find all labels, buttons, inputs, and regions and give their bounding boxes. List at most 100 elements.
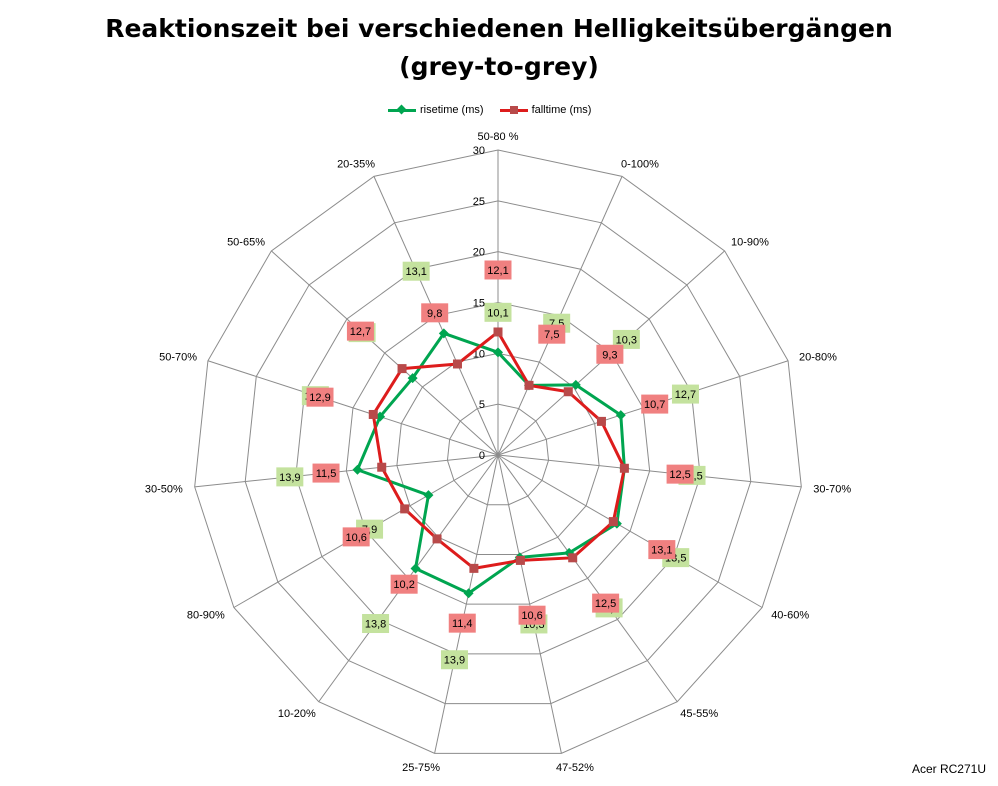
data-label-falltime: 10,6 bbox=[521, 610, 542, 622]
data-label-falltime: 12,9 bbox=[309, 392, 330, 404]
data-point-falltime bbox=[397, 364, 407, 374]
data-label-bg-falltime bbox=[448, 613, 476, 633]
chart-title-line-2: (grey-to-grey) bbox=[399, 52, 599, 81]
grid-spoke bbox=[207, 360, 499, 456]
data-point-risetime bbox=[570, 379, 581, 390]
data-point-falltime bbox=[515, 555, 525, 565]
data-label-risetime: 10,1 bbox=[487, 307, 508, 319]
category-label: 30-50% bbox=[145, 483, 183, 495]
data-label-risetime: 13,1 bbox=[405, 266, 426, 278]
data-label-falltime: 9,3 bbox=[602, 349, 617, 361]
category-label: 50-80 % bbox=[478, 131, 519, 143]
category-label: 20-35% bbox=[337, 159, 375, 171]
data-label-bg-falltime bbox=[641, 394, 669, 414]
data-label-falltime: 13,1 bbox=[651, 545, 672, 557]
data-point-falltime bbox=[524, 380, 534, 390]
data-label-bg-risetime bbox=[671, 384, 699, 404]
data-label-bg-falltime bbox=[518, 605, 546, 625]
grid-ring bbox=[295, 251, 701, 655]
tick-label: 20 bbox=[473, 247, 485, 259]
data-point-falltime bbox=[469, 563, 479, 573]
data-label-bg-falltime bbox=[390, 574, 418, 594]
data-label-risetime: 13,9 bbox=[444, 655, 465, 667]
legend-swatch-risetime bbox=[388, 104, 416, 114]
data-point-falltime bbox=[452, 359, 462, 369]
data-label-bg-falltime bbox=[538, 324, 566, 344]
data-point-risetime bbox=[463, 588, 474, 599]
data-point-falltime bbox=[400, 504, 410, 514]
tick-label: 25 bbox=[473, 196, 485, 208]
data-label-falltime: 9,8 bbox=[427, 308, 442, 320]
data-label-falltime: 11,5 bbox=[316, 468, 337, 480]
chart-title-line-1: Reaktionszeit bei verschiedenen Helligke… bbox=[105, 14, 893, 43]
data-label-risetime: 13,8 bbox=[365, 619, 386, 631]
category-label: 47-52% bbox=[556, 762, 594, 774]
data-point-falltime bbox=[568, 553, 578, 563]
category-label: 30-70% bbox=[813, 483, 851, 495]
data-label-risetime: 10,3 bbox=[616, 334, 637, 346]
data-label-falltime: 11,4 bbox=[452, 618, 473, 630]
data-label-risetime: 12,7 bbox=[675, 389, 696, 401]
data-label-bg-falltime bbox=[312, 463, 340, 483]
category-label: 0-100% bbox=[621, 159, 659, 171]
legend-label-risetime: risetime (ms) bbox=[420, 104, 484, 116]
data-point-risetime bbox=[407, 373, 418, 384]
data-point-falltime bbox=[432, 534, 442, 544]
data-label-bg-risetime bbox=[612, 329, 640, 349]
data-point-falltime bbox=[596, 416, 606, 426]
data-point-risetime bbox=[615, 410, 626, 421]
data-label-falltime: 12,1 bbox=[487, 265, 508, 277]
data-label-bg-falltime bbox=[421, 303, 449, 323]
data-label-bg-risetime bbox=[276, 467, 304, 487]
data-label-bg-falltime bbox=[596, 344, 624, 364]
data-label-bg-falltime bbox=[342, 527, 370, 547]
grid-spoke bbox=[271, 250, 499, 456]
data-point-risetime bbox=[410, 563, 421, 574]
data-label-bg-falltime bbox=[592, 593, 620, 613]
category-label: 40-60% bbox=[771, 610, 809, 622]
category-label: 10-20% bbox=[278, 708, 316, 720]
data-label-bg-risetime bbox=[402, 261, 430, 281]
data-label-bg-falltime bbox=[666, 464, 694, 484]
data-label-risetime: 13,9 bbox=[279, 472, 300, 484]
grid-spoke bbox=[497, 454, 763, 608]
grid-spoke bbox=[497, 454, 562, 754]
credit-label: Acer RC271U bbox=[911, 762, 986, 776]
legend-label-falltime: falltime (ms) bbox=[531, 104, 592, 116]
grid-ring bbox=[446, 403, 550, 506]
tick-label: 5 bbox=[479, 399, 485, 411]
data-label-bg-falltime bbox=[306, 387, 334, 407]
data-point-falltime bbox=[608, 517, 618, 527]
data-label-falltime: 7,5 bbox=[544, 329, 559, 341]
series-line-falltime bbox=[371, 330, 626, 570]
legend-item-risetime: risetime (ms) bbox=[388, 104, 484, 116]
tick-label: 30 bbox=[473, 145, 485, 157]
data-point-risetime bbox=[352, 464, 363, 475]
data-label-bg-risetime bbox=[362, 614, 390, 634]
data-label-bg-risetime bbox=[484, 302, 512, 322]
tick-label: 0 bbox=[479, 450, 485, 462]
tick-label: 15 bbox=[473, 298, 485, 310]
data-point-risetime bbox=[438, 328, 449, 339]
category-label: 25-75% bbox=[402, 762, 440, 774]
chart-legend: risetime (ms) falltime (ms) bbox=[388, 103, 607, 117]
category-label: 50-70% bbox=[159, 351, 197, 363]
grid-ring bbox=[345, 301, 651, 605]
legend-swatch-falltime bbox=[499, 105, 528, 114]
data-point-falltime bbox=[377, 462, 387, 472]
data-label-bg-falltime bbox=[484, 260, 512, 280]
data-label-bg-falltime bbox=[648, 540, 676, 560]
data-label-bg-risetime bbox=[440, 650, 468, 670]
data-label-falltime: 10,2 bbox=[393, 579, 414, 591]
data-point-risetime bbox=[493, 347, 503, 358]
data-label-falltime: 12,5 bbox=[669, 469, 690, 481]
data-point-falltime bbox=[493, 327, 503, 337]
data-label-falltime: 12,7 bbox=[350, 326, 371, 338]
category-label: 10-90% bbox=[731, 237, 769, 249]
grid-ring bbox=[194, 149, 802, 754]
category-label: 50-65% bbox=[227, 237, 265, 249]
grid-spoke bbox=[497, 454, 678, 703]
legend-item-falltime: falltime (ms) bbox=[499, 104, 592, 116]
data-point-risetime bbox=[423, 490, 434, 501]
